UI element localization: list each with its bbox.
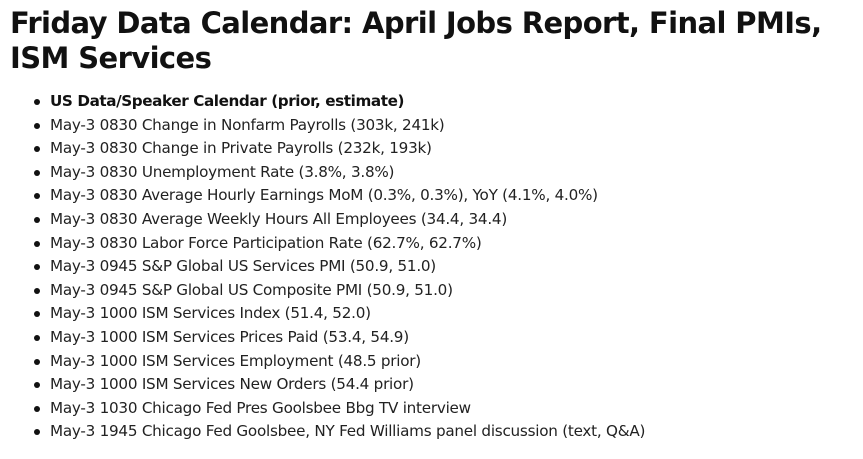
- list-item: May-3 0830 Labor Force Participation Rat…: [34, 232, 863, 256]
- list-item: May-3 1000 ISM Services Prices Paid (53.…: [34, 326, 863, 350]
- list-item: May-3 0945 S&P Global US Services PMI (5…: [34, 255, 863, 279]
- list-item: May-3 0830 Average Hourly Earnings MoM (…: [34, 184, 863, 208]
- calendar-list-header: US Data/Speaker Calendar (prior, estimat…: [34, 90, 863, 114]
- list-item: May-3 0830 Unemployment Rate (3.8%, 3.8%…: [34, 161, 863, 185]
- list-item: May-3 0830 Change in Nonfarm Payrolls (3…: [34, 114, 863, 138]
- list-item: May-3 1000 ISM Services Index (51.4, 52.…: [34, 302, 863, 326]
- list-item: May-3 1945 Chicago Fed Goolsbee, NY Fed …: [34, 420, 863, 444]
- article-title: Friday Data Calendar: April Jobs Report,…: [10, 6, 822, 75]
- list-item: May-3 0830 Average Weekly Hours All Empl…: [34, 208, 863, 232]
- list-item: May-3 1030 Chicago Fed Pres Goolsbee Bbg…: [34, 397, 863, 421]
- list-item: May-3 1000 ISM Services Employment (48.5…: [34, 350, 863, 374]
- calendar-list: US Data/Speaker Calendar (prior, estimat…: [10, 90, 863, 444]
- list-item: May-3 0945 S&P Global US Composite PMI (…: [34, 279, 863, 303]
- list-item: May-3 0830 Change in Private Payrolls (2…: [34, 137, 863, 161]
- list-item: May-3 1000 ISM Services New Orders (54.4…: [34, 373, 863, 397]
